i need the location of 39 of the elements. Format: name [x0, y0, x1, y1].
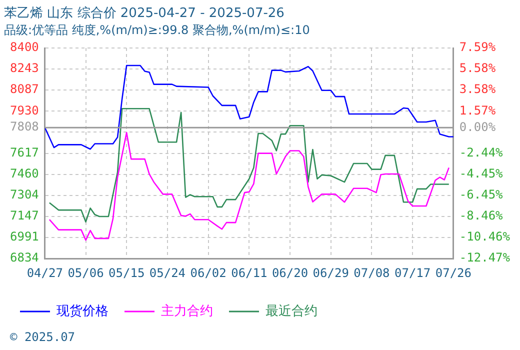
y2-tick-label: 0.00% [459, 120, 496, 134]
y-tick-label: 7147 [10, 208, 39, 223]
y2-tick-label: -2.44% [459, 145, 504, 160]
y2-tick-label: 7.59% [459, 40, 496, 54]
x-tick-label: 06/29 [312, 266, 349, 280]
chart-title: 苯乙烯 山东 综合价 2025-04-27 - 2025-07-26 [4, 6, 284, 22]
x-tick-label: 04/27 [26, 266, 63, 280]
y2-tick-label: 1.57% [459, 103, 496, 118]
x-tick-label: 06/11 [231, 266, 268, 280]
y2-tick-label: -6.45% [459, 188, 504, 202]
y-tick-label: 7930 [10, 103, 39, 118]
x-tick-label: 05/24 [149, 266, 186, 280]
legend-label: 最近合约 [266, 304, 318, 319]
x-tick-label: 05/06 [68, 266, 104, 280]
y-tick-label: 8400 [10, 40, 39, 54]
ref-line-label: 7808 [10, 120, 39, 134]
y2-tick-label: -8.46% [459, 208, 504, 223]
x-tick-label: 06/02 [190, 266, 226, 280]
x-tick-label: 07/08 [354, 266, 390, 280]
y2-tick-label: -12.47% [459, 250, 511, 265]
legend-label: 现货价格 [56, 304, 108, 319]
y-tick-label: 8243 [10, 61, 39, 76]
y-tick-label: 6991 [10, 230, 39, 244]
y-tick-label: 7460 [10, 166, 39, 181]
y-tick-label: 6834 [10, 250, 39, 265]
x-tick-label: 07/26 [435, 266, 472, 280]
y2-tick-label: 5.58% [459, 61, 496, 76]
legend-label: 主力合约 [161, 302, 213, 319]
x-tick-label: 05/15 [108, 266, 145, 280]
x-tick-label: 06/20 [272, 266, 308, 280]
y2-tick-label: 3.58% [459, 82, 496, 96]
x-tick-label: 07/17 [394, 266, 431, 280]
y2-tick-label: -10.46% [459, 230, 511, 244]
text: © 2025.07 [10, 330, 76, 344]
y-tick-label: 7617 [10, 145, 39, 160]
chart-subtitle: 品级:优等品 纯度,%(m/m)≥:99.8 聚合物,%(m/m)≤:10 [4, 22, 310, 37]
y-tick-label: 7304 [10, 188, 39, 202]
y2-tick-label: -4.45% [459, 166, 504, 181]
y-tick-label: 8087 [10, 82, 39, 96]
